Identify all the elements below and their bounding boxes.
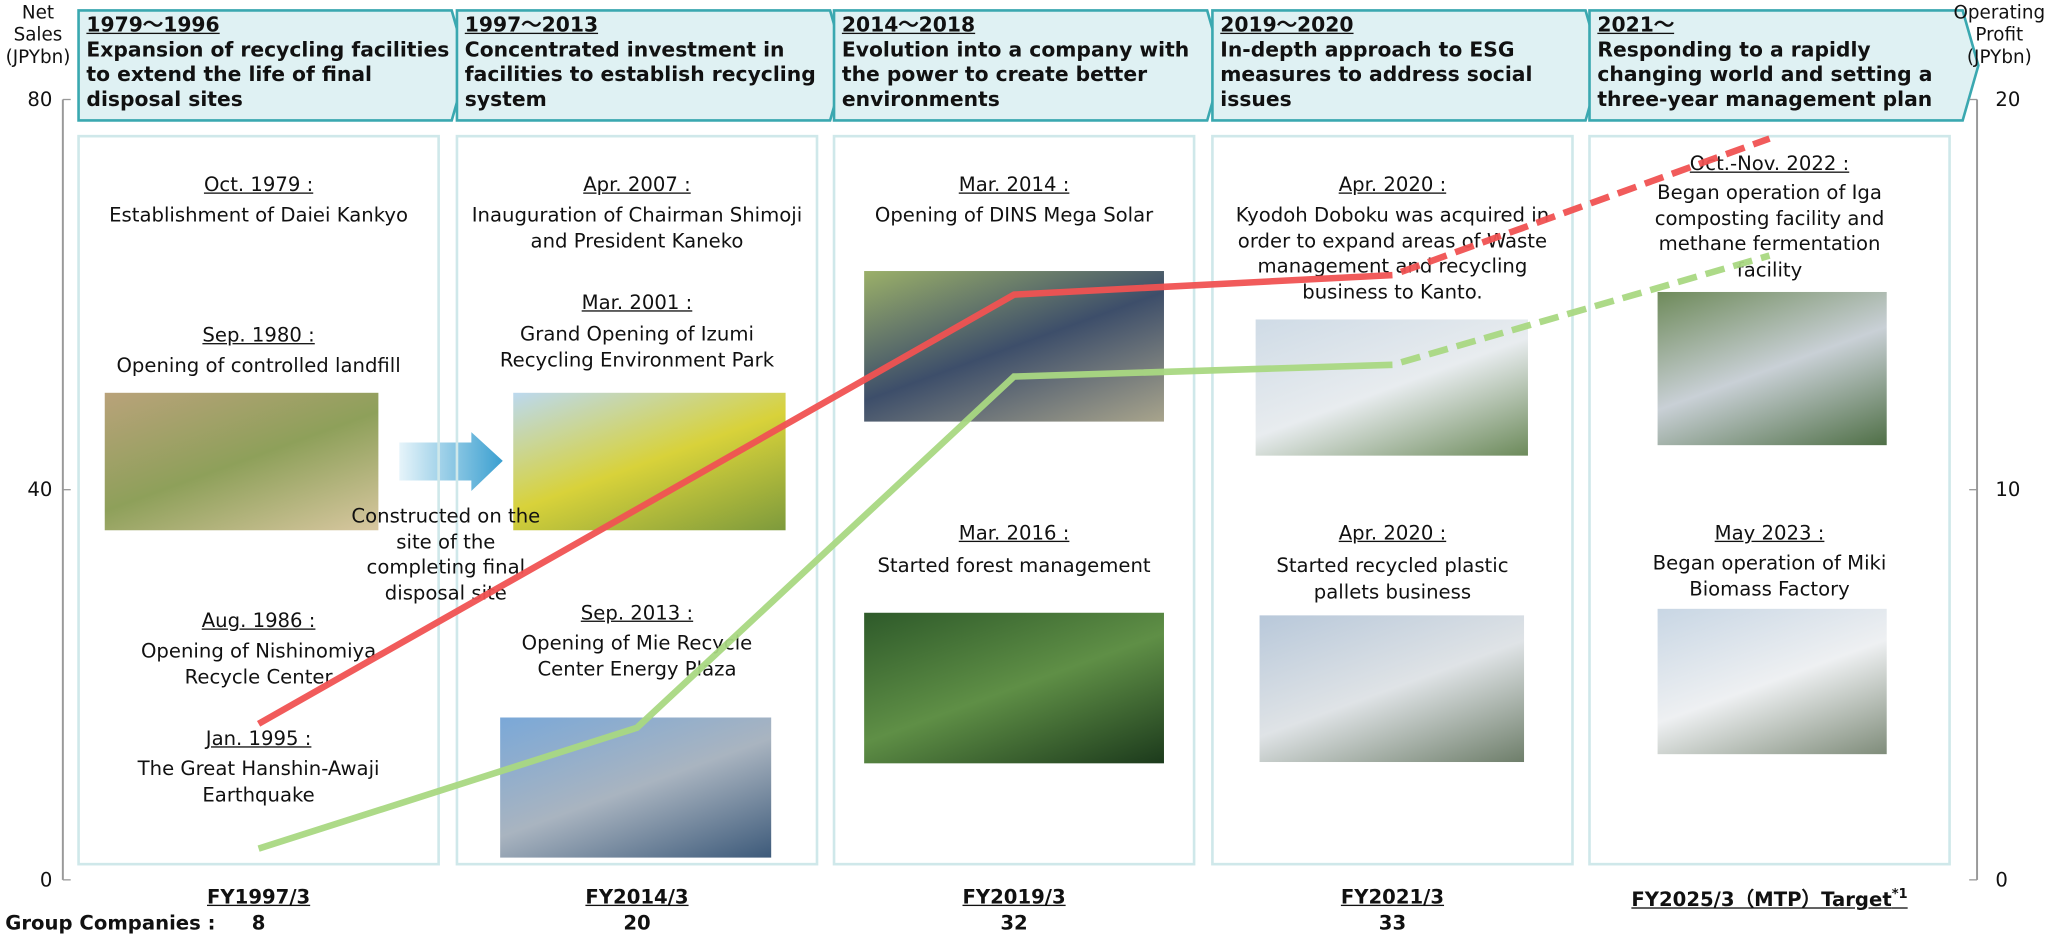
event-text: Opening of DINS Mega Solar [850, 203, 1177, 229]
stage: 1979～1996Expansion of recycling faciliti… [0, 0, 2053, 937]
category-text: FY1997/3 [207, 885, 310, 909]
event-date: Jan. 1995 : [115, 727, 403, 752]
event-text: Started forest management [844, 554, 1184, 580]
y-tick-label: 80 [0, 88, 52, 112]
header-title: Evolution into a company with the power … [842, 38, 1206, 113]
header-period: 2019～2020 [1220, 13, 1584, 38]
group-label: Group Companies : [5, 911, 215, 935]
event-date: Apr. 2020 : [1248, 173, 1536, 198]
event-text: Started recycled plastic pallets busines… [1248, 554, 1536, 605]
header-title: Concentrated investment in facilities to… [465, 38, 829, 113]
category-text: FY2021/3 [1341, 885, 1444, 909]
event-text: Grand Opening of Izumi Recycling Environ… [473, 322, 800, 373]
note: Constructed on the site of the completin… [351, 504, 541, 606]
photo [105, 393, 379, 530]
event-date: Apr. 2020 : [1248, 521, 1536, 546]
header-period: 1979～1996 [86, 13, 450, 38]
event-date: Mar. 2001 : [493, 291, 781, 316]
event-text: Began operation of Miki Biomass Factory [1626, 551, 1914, 602]
header: 2021～Responding to a rapidly changing wo… [1597, 13, 1961, 113]
header-title: Expansion of recycling facilities to ext… [86, 38, 450, 113]
group-count: 32 [962, 911, 1067, 935]
photo [864, 613, 1164, 764]
category-text: FY2025/3（MTP）Target [1631, 888, 1891, 912]
x-tick-label: FY2014/3 [454, 885, 821, 909]
event-date: May 2023 : [1626, 521, 1914, 546]
header-title: Responding to a rapidly changing world a… [1597, 38, 1961, 113]
photo [1260, 615, 1524, 762]
event-text: Began operation of Iga composting facili… [1632, 181, 1907, 283]
event-text: Opening of Nishinomiya Recycle Center [101, 639, 415, 690]
header-period: 2021～ [1597, 13, 1961, 38]
y-axis-title: Net Sales (JPYbn) [3, 3, 74, 70]
x-tick-label: FY2021/3 [1209, 885, 1576, 909]
category-text: FY2014/3 [585, 885, 688, 909]
event-date: Aug. 1986 : [115, 609, 403, 634]
photo [1658, 609, 1887, 754]
footnote-mark: *1 [1892, 888, 1908, 902]
x-tick-label: FY1997/3 [75, 885, 442, 909]
group-count: 8 [206, 911, 311, 935]
event-date: Apr. 2007 : [493, 173, 781, 198]
event-date: Mar. 2014 : [870, 173, 1158, 198]
event-text: Establishment of Daiei Kankyo [88, 203, 428, 229]
header-title: In-depth approach to ESG measures to add… [1220, 38, 1584, 113]
y-tick-label: 0 [0, 868, 52, 892]
x-tick-label: FY2025/3（MTP）Target*1 [1586, 885, 1953, 912]
header-period: 1997～2013 [465, 13, 829, 38]
event-date: Oct.-Nov. 2022 : [1626, 152, 1914, 177]
page: {"chart_data": { "type": "line", "y_labe… [0, 0, 2053, 937]
y2-axis-title: Operating Profit (JPYbn) [1948, 3, 2050, 70]
event-date: Oct. 1979 : [115, 173, 403, 198]
photo [513, 393, 785, 530]
event-text: Opening of Mie Recycle Center Energy Pla… [493, 631, 781, 682]
y-tick-label: 40 [0, 478, 52, 502]
header-period: 2014～2018 [842, 13, 1206, 38]
group-count: 33 [1340, 911, 1445, 935]
photo [1658, 292, 1887, 445]
event-text: The Great Hanshin-Awaji Earthquake [101, 757, 415, 808]
y2-tick-label: 0 [1995, 868, 2047, 892]
category-text: FY2019/3 [962, 885, 1065, 909]
photo [864, 271, 1164, 422]
event-text: Kyodoh Doboku was acquired in order to e… [1232, 203, 1553, 305]
event-date: Mar. 2016 : [870, 521, 1158, 546]
event-text: Inauguration of Chairman Shimoji and Pre… [460, 203, 814, 254]
arrow [399, 432, 502, 491]
group-count: 20 [585, 911, 690, 935]
y2-tick-label: 20 [1995, 88, 2047, 112]
event-text: Opening of controlled landfill [88, 354, 428, 380]
x-tick-label: FY2019/3 [831, 885, 1198, 909]
photo [500, 718, 771, 858]
event-date: Sep. 1980 : [115, 323, 403, 348]
y2-tick-label: 10 [1995, 478, 2047, 502]
photo [1256, 319, 1528, 455]
